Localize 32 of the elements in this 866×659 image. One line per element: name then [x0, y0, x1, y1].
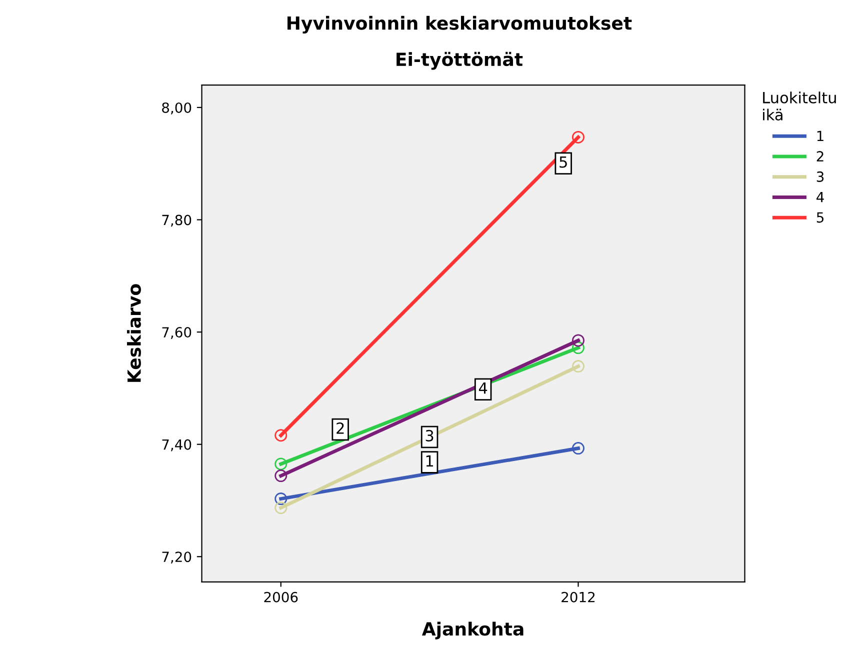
- legend-label: 5: [816, 212, 824, 223]
- point: [274, 502, 288, 514]
- point: [572, 360, 584, 373]
- text: 4: [478, 382, 488, 394]
- legend-label: 2: [816, 151, 824, 162]
- text: 3: [426, 430, 434, 442]
- y-tick-label: 7,20: [162, 552, 192, 564]
- point: [572, 442, 584, 455]
- text: 5: [560, 156, 567, 168]
- point: [274, 492, 288, 506]
- text: 1: [426, 455, 434, 467]
- point: [572, 334, 584, 347]
- legend-title: Luokiteltu ikä: [763, 92, 836, 121]
- legend-label: 3: [816, 171, 824, 182]
- legend-label: 4: [816, 192, 824, 202]
- x-axis-title: Ajankohta: [422, 622, 524, 640]
- point: [274, 470, 288, 482]
- y-tick-label: 8,00: [162, 102, 192, 114]
- text: 2: [336, 422, 344, 434]
- y-tick-label: 7,40: [162, 439, 192, 452]
- point: [274, 429, 288, 442]
- point: [572, 130, 584, 144]
- y-axis-title: Keskiarvo: [126, 284, 141, 382]
- point: [572, 342, 584, 354]
- x-tick-label: 2006: [264, 592, 298, 602]
- point: [274, 458, 288, 470]
- chart-title: Hyvinvoinnin keskiarvomuutokset: [288, 16, 632, 34]
- chart-subtitle: Ei-työttömät: [396, 52, 523, 70]
- x-tick-label: 2012: [562, 592, 595, 602]
- y-tick-label: 7,80: [162, 214, 192, 227]
- legend-label: 1: [817, 130, 824, 141]
- y-tick-label: 7,60: [162, 327, 192, 339]
